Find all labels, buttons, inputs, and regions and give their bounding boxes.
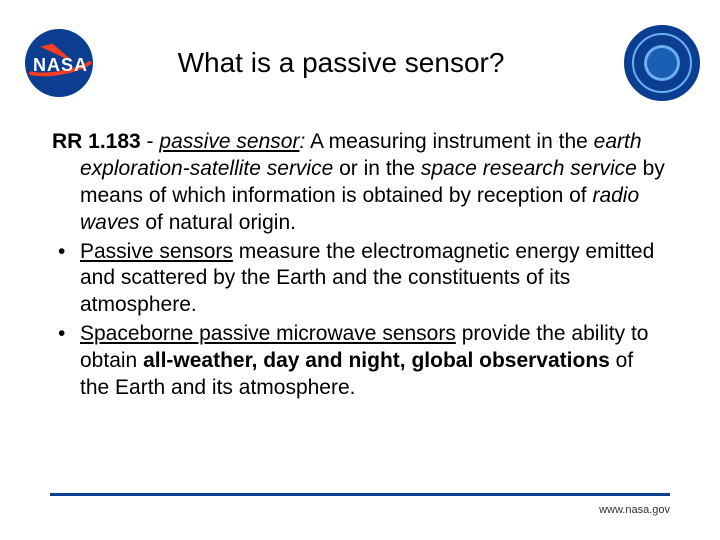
scan-logo-globe	[647, 48, 677, 78]
service-2: space research service	[421, 157, 637, 180]
definition-text-1: A measuring instrument in the	[305, 130, 593, 153]
definition-term: passive sensor	[159, 130, 299, 153]
bullet-2-emphasis: all-weather, day and night, global obser…	[143, 349, 610, 372]
scan-logo	[624, 25, 700, 101]
bullet-1: Passive sensors measure the electromagne…	[52, 239, 668, 320]
slide-header: NASA What is a passive sensor?	[0, 0, 720, 111]
bullet-2-term: Spaceborne passive microwave sensors	[80, 322, 456, 345]
bullet-1-term: Passive sensors	[80, 240, 233, 263]
definition-text-2: or in the	[333, 157, 421, 180]
footer-divider	[50, 493, 670, 496]
definition-reference: RR 1.183	[52, 130, 141, 153]
slide-title: What is a passive sensor?	[98, 47, 624, 79]
definition-text-4: of natural origin.	[140, 211, 296, 234]
definition-paragraph: RR 1.183 - passive sensor: A measuring i…	[52, 129, 668, 237]
bullet-2: Spaceborne passive microwave sensors pro…	[52, 321, 668, 402]
separator: -	[141, 130, 160, 153]
slide-body: RR 1.183 - passive sensor: A measuring i…	[0, 111, 720, 402]
bullet-list: Passive sensors measure the electromagne…	[52, 239, 668, 402]
footer-url: www.nasa.gov	[599, 504, 670, 516]
nasa-logo: NASA	[20, 29, 98, 97]
nasa-logo-wordmark: NASA	[33, 55, 88, 76]
